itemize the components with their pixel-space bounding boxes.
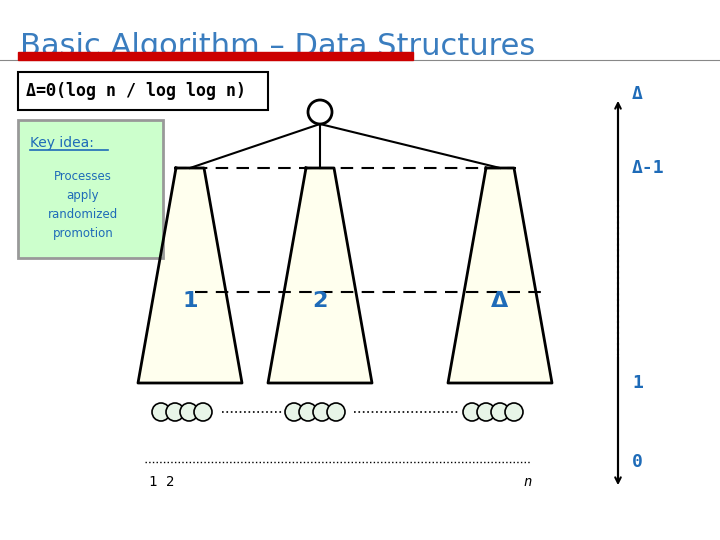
Bar <box>18 72 268 110</box>
Polygon shape <box>138 168 242 383</box>
Text: n: n <box>524 475 532 489</box>
Text: 2: 2 <box>166 475 174 489</box>
Circle shape <box>299 403 317 421</box>
Polygon shape <box>268 168 372 383</box>
Text: Δ: Δ <box>491 291 508 311</box>
Bar <box>18 120 163 258</box>
Polygon shape <box>448 168 552 383</box>
Bar <box>18 52 413 60</box>
Circle shape <box>477 403 495 421</box>
Text: Key idea:: Key idea: <box>30 136 94 150</box>
Circle shape <box>166 403 184 421</box>
Circle shape <box>180 403 198 421</box>
Circle shape <box>285 403 303 421</box>
Text: 1: 1 <box>148 475 156 489</box>
Circle shape <box>505 403 523 421</box>
Circle shape <box>327 403 345 421</box>
Text: Δ-1: Δ-1 <box>632 159 665 177</box>
Text: 2: 2 <box>312 291 328 311</box>
Text: Δ: Δ <box>632 85 643 103</box>
Text: Processes
apply
randomized
promotion: Processes apply randomized promotion <box>48 170 118 240</box>
Circle shape <box>152 403 170 421</box>
Text: Δ=Θ(log n / log log n): Δ=Θ(log n / log log n) <box>26 82 246 100</box>
Circle shape <box>463 403 481 421</box>
Text: 1: 1 <box>632 374 643 392</box>
Circle shape <box>308 100 332 124</box>
Text: 0: 0 <box>632 453 643 471</box>
Circle shape <box>313 403 331 421</box>
Text: 1: 1 <box>182 291 198 311</box>
Text: Basic Algorithm – Data Structures: Basic Algorithm – Data Structures <box>20 32 535 61</box>
Circle shape <box>491 403 509 421</box>
Circle shape <box>194 403 212 421</box>
